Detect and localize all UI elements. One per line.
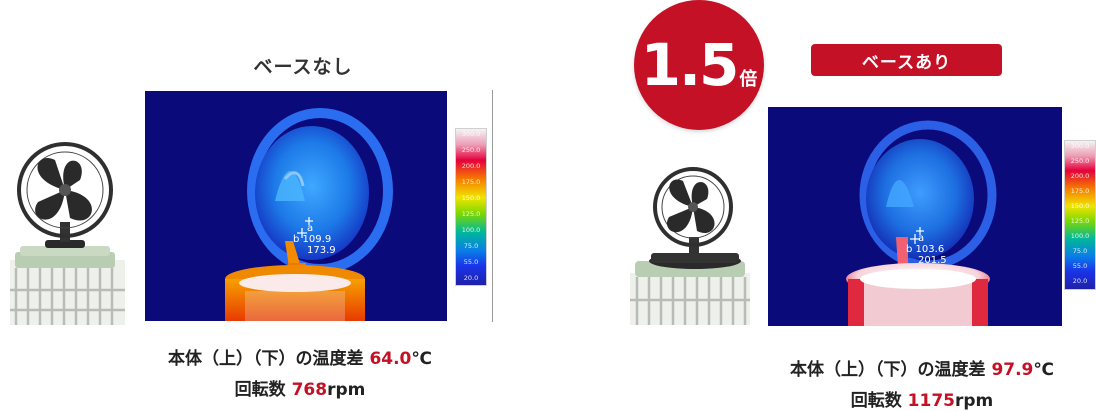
rpm-value: 768	[291, 380, 328, 400]
scale-tick: 150.0	[461, 194, 481, 202]
readout-a-label: a	[918, 233, 925, 244]
readout-a-label: a	[307, 223, 314, 234]
color-scale-right: 300.0 250.0 200.0 175.0 150.0 125.0 100.…	[1064, 140, 1096, 290]
multiplier-unit: 倍	[739, 69, 758, 90]
readout-a-value: 109.9	[302, 234, 332, 245]
temp-unit: ℃	[1033, 360, 1054, 380]
scale-tick: 20.0	[1072, 277, 1088, 285]
fan-heater-image-right	[625, 165, 755, 325]
readout-right: a b 103.6 201.5	[906, 233, 947, 266]
temp-diff-value: 97.9	[991, 360, 1034, 380]
scale-tick: 125.0	[461, 210, 481, 218]
rpm-prefix: 回転数	[234, 380, 286, 400]
scale-tick: 75.0	[463, 242, 479, 250]
readout-b-label: b	[906, 244, 913, 255]
scale-tick: 175.0	[461, 178, 481, 186]
scale-tick: 150.0	[1070, 202, 1090, 210]
temp-diff-value: 64.0	[369, 349, 412, 369]
fan-heater-image-left	[0, 140, 130, 325]
rpm-value: 1175	[907, 391, 955, 411]
scale-tick: 300.0	[1070, 142, 1090, 150]
scale-tick: 100.0	[461, 226, 481, 234]
scale-tick: 300.0	[461, 130, 481, 138]
readout-left: a b 109.9 173.9	[293, 223, 336, 256]
multiplier-badge: 1.5 倍	[634, 0, 764, 130]
scale-tick: 55.0	[463, 258, 479, 266]
scale-tick: 200.0	[1070, 172, 1090, 180]
rpm-prefix: 回転数	[850, 391, 902, 411]
scale-tick: 175.0	[1070, 187, 1090, 195]
color-scale-left: 300.0 250.0 200.0 175.0 150.0 125.0 100.…	[455, 128, 487, 286]
thermal-image-right: a b 103.6 201.5	[768, 107, 1062, 326]
readout-b-value: 201.5	[918, 255, 947, 266]
multiplier-value: 1.5	[640, 31, 740, 99]
divider	[492, 90, 493, 322]
scale-tick: 55.0	[1072, 262, 1088, 270]
rpm-unit: rpm	[954, 391, 994, 411]
scale-tick: 125.0	[1070, 217, 1090, 225]
scale-tick: 75.0	[1072, 247, 1088, 255]
thermal-image-left: a b 109.9 173.9	[145, 91, 447, 321]
temp-diff-caption-right: 本体（上）（下）の温度差 97.9℃	[784, 355, 1060, 380]
readout-b-label: b	[293, 234, 300, 245]
right-title-badge: ベースあり	[811, 44, 1002, 76]
readout-b-value: 173.9	[307, 245, 336, 256]
temp-unit: ℃	[411, 349, 432, 369]
right-title: ベースあり	[861, 52, 952, 73]
temp-diff-caption-left: 本体（上）（下）の温度差 64.0℃	[162, 344, 438, 369]
rpm-caption-right: 回転数 1175rpm	[784, 386, 1060, 411]
scale-tick: 20.0	[463, 274, 479, 282]
scale-tick: 200.0	[461, 162, 481, 170]
caption-prefix: 本体（上）（下）の温度差	[790, 360, 986, 380]
rpm-unit: rpm	[327, 380, 366, 400]
scale-tick: 250.0	[1070, 157, 1090, 165]
caption-prefix: 本体（上）（下）の温度差	[168, 349, 364, 369]
readout-a-value: 103.6	[915, 244, 945, 255]
rpm-caption-left: 回転数 768rpm	[162, 375, 438, 400]
scale-tick: 250.0	[461, 146, 481, 154]
scale-tick: 100.0	[1070, 232, 1090, 240]
left-title: ベースなし	[253, 56, 353, 78]
